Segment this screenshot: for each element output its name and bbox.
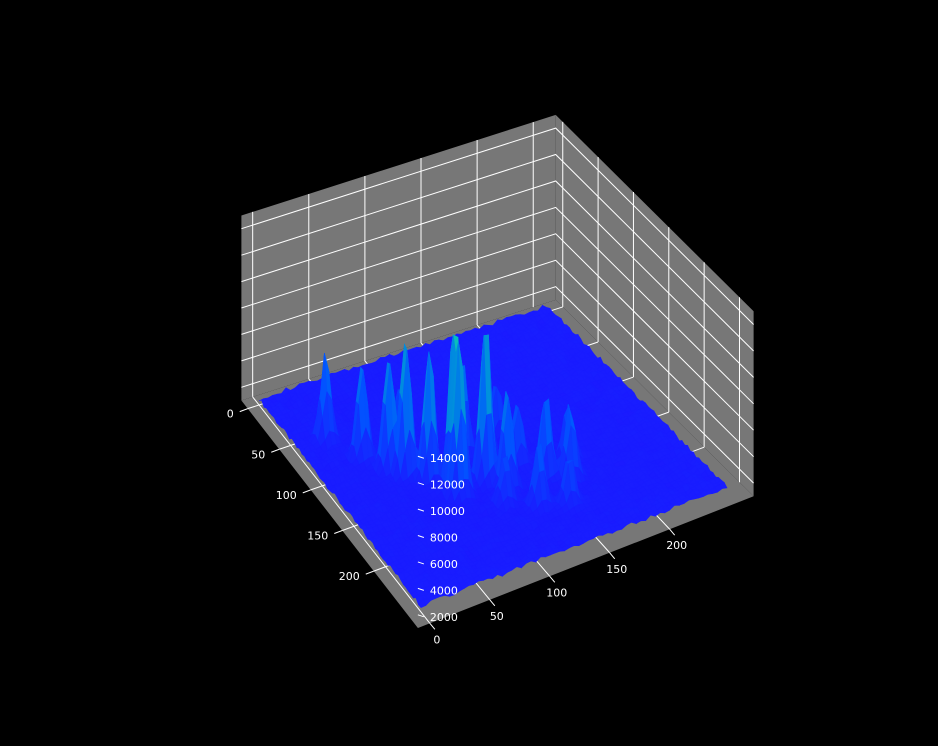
grid-line xyxy=(241,127,754,325)
surface-mesh xyxy=(258,304,728,608)
x-tick-label: 0 xyxy=(227,408,234,421)
z-tick xyxy=(417,482,425,486)
grid-line xyxy=(241,180,754,378)
y-tick-label: 0 xyxy=(433,633,440,646)
y-tick xyxy=(489,599,496,607)
z-tick-label: 10000 xyxy=(430,505,465,518)
z-tick xyxy=(417,535,425,538)
surface-cell xyxy=(418,597,427,608)
x-tick xyxy=(365,570,374,575)
x-tick-label: 200 xyxy=(339,570,360,583)
z-tick-label: 4000 xyxy=(430,584,458,597)
grid-line xyxy=(241,233,754,431)
y-tick xyxy=(549,575,556,583)
x-tick xyxy=(334,530,343,534)
z-tick xyxy=(417,508,425,512)
z-tick xyxy=(417,587,425,591)
x-tick xyxy=(239,408,248,413)
z-tick-label: 8000 xyxy=(430,532,458,545)
x-tick-label: 100 xyxy=(276,489,297,502)
x-tick-label: 150 xyxy=(307,530,328,543)
grid-line xyxy=(241,206,754,405)
z-tick xyxy=(417,561,425,565)
y-tick-label: 50 xyxy=(490,610,504,623)
y-tick xyxy=(429,623,436,630)
grid-line xyxy=(241,286,754,484)
z-tick-label: 6000 xyxy=(430,558,458,571)
y-tick-label: 100 xyxy=(546,586,567,599)
x-tick xyxy=(302,489,311,494)
y-tick xyxy=(669,528,676,536)
y-tick xyxy=(609,552,616,560)
grid-line xyxy=(252,396,431,624)
y-tick-label: 150 xyxy=(606,563,627,576)
axis-ticks: 0501001502000501001502002000400060008000… xyxy=(227,408,687,647)
z-tick-label: 14000 xyxy=(430,452,465,465)
y-tick-label: 200 xyxy=(666,539,687,552)
z-tick xyxy=(417,614,425,618)
x-tick-label: 50 xyxy=(251,448,265,461)
z-tick-label: 12000 xyxy=(430,479,465,492)
grid-line xyxy=(241,153,754,352)
grid-line xyxy=(241,259,754,458)
z-tick xyxy=(417,455,425,459)
z-tick-label: 2000 xyxy=(430,611,458,624)
x-tick xyxy=(271,448,280,453)
